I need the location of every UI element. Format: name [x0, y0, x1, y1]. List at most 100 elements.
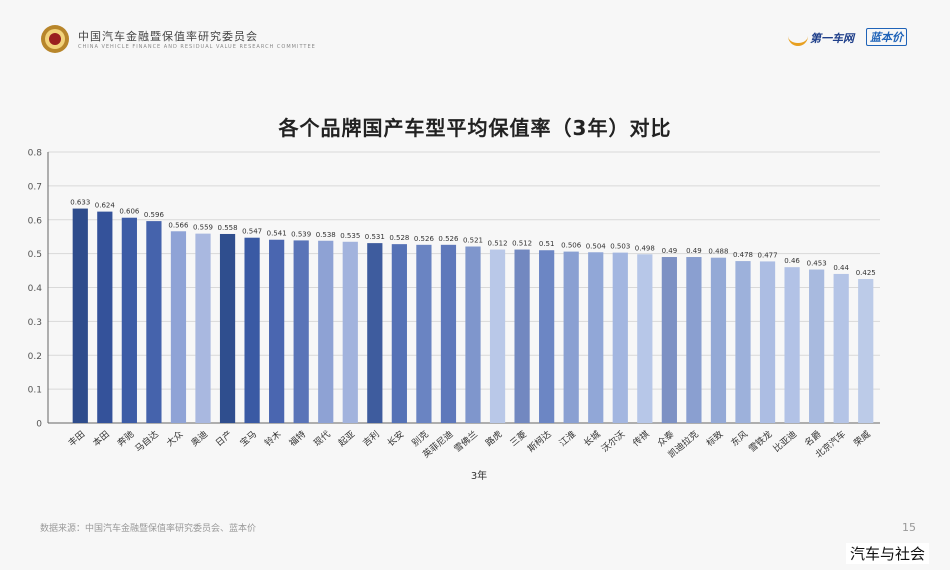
- bar-1: [72, 208, 88, 423]
- data-label: 0.606: [119, 208, 140, 216]
- x-tick-label: 丰田: [66, 428, 88, 449]
- bar-5: [170, 231, 187, 423]
- data-label: 0.425: [856, 269, 876, 277]
- bar-12: [342, 241, 358, 423]
- data-label: 0.538: [316, 231, 336, 239]
- data-label: 0.49: [662, 247, 678, 255]
- data-label: 0.526: [438, 235, 459, 243]
- bar-4: [146, 221, 162, 423]
- x-tick-label: 沃尔沃: [599, 428, 627, 455]
- x-tick-label: 铃木: [262, 428, 284, 449]
- bar-16: [440, 244, 457, 423]
- brand-logo-lanbenjia: 蓝本价: [866, 28, 907, 46]
- data-label: 0.478: [733, 251, 753, 259]
- x-tick-label: 比亚迪: [771, 428, 799, 455]
- header: 中国汽车金融暨保值率研究委员会 CHINA VEHICLE FINANCE AN…: [0, 0, 950, 80]
- data-label: 0.633: [70, 199, 90, 207]
- data-label: 0.503: [610, 243, 630, 251]
- bar-21: [563, 251, 579, 423]
- x-tick-label: 众泰: [655, 428, 677, 449]
- swoosh-icon: [788, 33, 808, 46]
- x-tick-label: 斯柯达: [525, 428, 553, 455]
- bar-7: [219, 233, 236, 423]
- data-label: 0.559: [193, 224, 213, 232]
- brand1-text: 第一车网: [810, 32, 854, 45]
- x-tick-label: 起亚: [336, 429, 357, 449]
- data-label: 0.46: [784, 257, 800, 265]
- x-tick-label: 路虎: [483, 428, 505, 449]
- bar-25: [661, 257, 677, 423]
- committee-logo-icon: [41, 25, 69, 53]
- bar-24: [637, 254, 653, 423]
- bar-22: [588, 252, 604, 423]
- y-tick-label: 0.5: [28, 250, 42, 260]
- x-tick-label: 马自达: [132, 428, 160, 455]
- bar-31: [809, 269, 825, 423]
- bar-32: [833, 273, 849, 423]
- bar-27: [710, 257, 727, 423]
- data-label: 0.566: [168, 221, 189, 229]
- data-label: 0.535: [340, 232, 360, 240]
- y-tick-label: 0.6: [28, 216, 43, 226]
- y-tick-label: 0: [36, 420, 42, 430]
- bar-3: [121, 217, 137, 423]
- data-label: 0.512: [488, 240, 508, 248]
- x-tick-label: 长城: [581, 428, 603, 449]
- data-label: 0.624: [95, 202, 116, 210]
- bar-30: [784, 267, 800, 423]
- data-label: 0.49: [686, 247, 702, 255]
- bar-29: [759, 261, 776, 423]
- data-label: 0.51: [539, 240, 555, 248]
- x-tick-label: 日产: [213, 428, 235, 449]
- chart-title: 各个品牌国产车型平均保值率（3年）对比: [278, 116, 672, 140]
- x-tick-label: 别克: [410, 429, 431, 449]
- data-label: 0.453: [807, 260, 827, 268]
- data-label: 0.521: [463, 237, 483, 245]
- bar-15: [416, 244, 432, 423]
- x-tick-label: 雪铁龙: [746, 428, 774, 455]
- bar-13: [367, 243, 383, 423]
- bar-17: [465, 246, 481, 423]
- data-label: 0.596: [144, 211, 165, 219]
- x-tick-label: 雪佛兰: [452, 428, 480, 455]
- x-tick-label: 奥迪: [188, 428, 210, 449]
- bar-2: [97, 211, 113, 423]
- y-tick-label: 0.7: [28, 182, 42, 192]
- data-label: 0.528: [389, 234, 409, 242]
- x-tick-label: 福特: [287, 428, 309, 449]
- committee-name: 中国汽车金融暨保值率研究委员会: [78, 30, 258, 43]
- data-label: 0.526: [414, 235, 435, 243]
- bar-20: [539, 250, 555, 423]
- data-label: 0.512: [512, 240, 532, 248]
- x-tick-label: 宝马: [238, 428, 260, 449]
- x-tick-label: 标致: [704, 428, 726, 449]
- y-tick-label: 0.4: [28, 284, 43, 294]
- bar-26: [686, 257, 702, 423]
- x-tick-label: 传祺: [630, 428, 652, 449]
- data-label: 0.531: [365, 233, 385, 241]
- x-tick-label: 东风: [728, 428, 750, 449]
- bar-10: [293, 240, 309, 423]
- y-tick-label: 0.3: [28, 318, 42, 328]
- data-label: 0.547: [242, 228, 262, 236]
- x-axis-label: 3年: [471, 469, 487, 482]
- page-number: 15: [902, 521, 916, 534]
- data-label: 0.498: [635, 244, 655, 252]
- bar-9: [269, 239, 285, 423]
- watermark-text: 汽车与社会: [846, 543, 930, 564]
- data-label: 0.44: [833, 264, 849, 272]
- data-label: 0.539: [291, 230, 311, 238]
- data-label: 0.488: [708, 248, 728, 256]
- bar-19: [514, 249, 530, 423]
- bar-28: [735, 261, 751, 423]
- bar-8: [244, 237, 260, 423]
- bar-33: [858, 279, 874, 423]
- bar-23: [612, 252, 628, 423]
- data-label: 0.541: [267, 230, 287, 238]
- x-tick-label: 江淮: [557, 429, 578, 449]
- data-label: 0.558: [218, 224, 238, 232]
- committee-subtitle: CHINA VEHICLE FINANCE AND RESIDUAL VALUE…: [78, 44, 316, 50]
- x-tick-label: 大众: [164, 428, 186, 449]
- bar-14: [391, 244, 407, 423]
